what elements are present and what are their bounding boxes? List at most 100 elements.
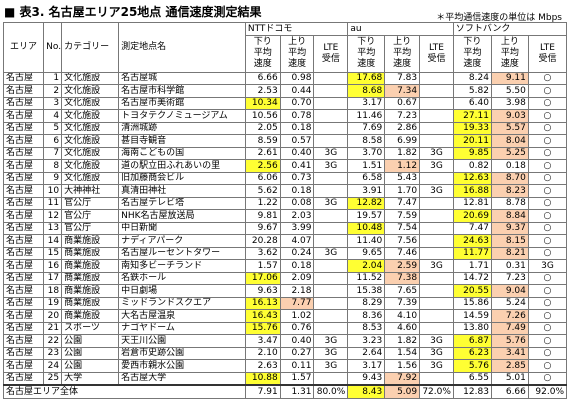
cell: 1.57 bbox=[279, 371, 315, 386]
cell bbox=[419, 371, 454, 386]
cell: 4.60 bbox=[384, 321, 421, 335]
cell bbox=[313, 234, 349, 248]
cell: 16.43 bbox=[244, 309, 281, 323]
cell: 名古屋 bbox=[2, 221, 45, 235]
cell: 3G bbox=[419, 359, 454, 373]
cell: ○ bbox=[527, 196, 568, 210]
cell: 名鉄ホール bbox=[118, 271, 246, 285]
cell: 3.99 bbox=[279, 221, 315, 235]
cell: 17.06 bbox=[244, 271, 281, 285]
cell bbox=[313, 309, 349, 323]
cell: 名古屋 bbox=[2, 271, 45, 285]
cell: ミッドランドスクエア bbox=[118, 296, 246, 310]
cell: 8.78 bbox=[490, 196, 529, 210]
cell: 5.01 bbox=[490, 371, 529, 386]
cell: 名古屋 bbox=[2, 346, 45, 360]
cell: 商業施設 bbox=[61, 246, 120, 260]
cell: 7.56 bbox=[384, 234, 421, 248]
cell: 17 bbox=[43, 271, 63, 285]
cell: 名古屋 bbox=[2, 321, 45, 335]
cell bbox=[419, 71, 454, 85]
cell: 0.18 bbox=[279, 121, 315, 135]
cell: 文化施設 bbox=[61, 171, 120, 185]
cell: ナディアパーク bbox=[118, 234, 246, 248]
cell: ○ bbox=[527, 334, 568, 348]
sub-header-line: 速度 bbox=[288, 59, 307, 69]
cell: 9.11 bbox=[490, 71, 529, 85]
cell: 愛西市親水公園 bbox=[118, 359, 246, 373]
data-row: 名古屋 16 商業施設 南知多ビーチランド 1.57 0.18 2.04 2.59 3G 1.71… bbox=[2, 259, 568, 273]
cell: 6.99 bbox=[384, 134, 421, 148]
summary-cell: 80.0% bbox=[313, 384, 349, 399]
cell: 2.10 bbox=[244, 346, 281, 360]
data-row: 名古屋 8 文化施設 道の駅立田ふれあいの里 2.56 0.41 3G 1.51 1.12 3G 0… bbox=[2, 159, 568, 173]
cell: ○ bbox=[527, 346, 568, 360]
cell: 9 bbox=[43, 171, 63, 185]
cell: 5 bbox=[43, 121, 63, 135]
cell: 公園 bbox=[61, 346, 120, 360]
cell: ○ bbox=[527, 146, 568, 160]
cell bbox=[313, 171, 349, 185]
cell: 16.13 bbox=[244, 296, 281, 310]
cell: 14.72 bbox=[452, 271, 492, 285]
cell: 1.82 bbox=[384, 334, 421, 348]
cell: 2.05 bbox=[244, 121, 281, 135]
cell: 1.12 bbox=[384, 159, 421, 173]
header-cell: カテゴリー bbox=[61, 22, 120, 73]
data-row: 名古屋 21 スポーツ ナゴヤドーム 15.76 0.76 8.53 4.60 13.80 7.4… bbox=[2, 321, 568, 335]
title: ■ 表3. 名古屋エリア25地点 通信速度測定結果 bbox=[4, 5, 262, 19]
cell bbox=[419, 84, 454, 98]
sub-header: 上り 平均 速度 bbox=[279, 34, 315, 73]
cell: 7.23 bbox=[490, 271, 529, 285]
cell: ○ bbox=[527, 234, 568, 248]
cell: 5.76 bbox=[452, 359, 492, 373]
cell: 10.48 bbox=[347, 221, 386, 235]
cell: 2.04 bbox=[347, 259, 386, 273]
cell: 名古屋城 bbox=[118, 71, 246, 85]
cell: 20.11 bbox=[452, 134, 492, 148]
cell: 1.22 bbox=[244, 196, 281, 210]
sub-header: 上り 平均 速度 bbox=[490, 34, 529, 73]
cell: 3G bbox=[313, 334, 349, 348]
cell: 7.49 bbox=[490, 321, 529, 335]
cell: 12.82 bbox=[347, 196, 386, 210]
cell: 旧加藤商会ビル bbox=[118, 171, 246, 185]
cell: 2.18 bbox=[279, 284, 315, 298]
cell: 大神神社 bbox=[61, 184, 120, 198]
cell: 20 bbox=[43, 309, 63, 323]
cell: 8.23 bbox=[490, 184, 529, 198]
cell: 名古屋 bbox=[2, 84, 45, 98]
cell bbox=[313, 134, 349, 148]
sub-header-line: 速度 bbox=[393, 59, 412, 69]
cell: 名古屋市美術館 bbox=[118, 96, 246, 110]
cell: 15.38 bbox=[347, 284, 386, 298]
cell: 名古屋 bbox=[2, 334, 45, 348]
cell: 3G bbox=[419, 259, 454, 273]
header-row: 下り 平均 速度 上り 平均 速度 LTE 受信 下り 平均 速度 上り 平均 速度 LTE 受信 下り 平均 速度… bbox=[4, 34, 568, 73]
cell: 0.44 bbox=[279, 84, 315, 98]
cell: 9.37 bbox=[490, 221, 529, 235]
data-row: 名古屋 11 官公庁 名古屋テレビ塔 1.22 0.08 3G 12.82 7.47 12.81 8… bbox=[2, 196, 568, 210]
cell bbox=[419, 171, 454, 185]
cell bbox=[419, 271, 454, 285]
cell: 10.88 bbox=[244, 371, 281, 386]
data-row: 名古屋 1 文化施設 名古屋城 6.66 0.98 17.68 7.83 8.24 9.11 ○ bbox=[2, 71, 568, 85]
cell bbox=[419, 196, 454, 210]
data-row: 名古屋 13 官公庁 中日新聞 9.67 3.99 10.48 7.54 7.47 9.37 ○ bbox=[2, 221, 568, 235]
cell: 5.76 bbox=[490, 334, 529, 348]
cell: 3G bbox=[419, 146, 454, 160]
cell: 名古屋ルーセントタワー bbox=[118, 246, 246, 260]
sub-header: 下り 平均 速度 bbox=[244, 34, 281, 73]
cell: 0.98 bbox=[279, 71, 315, 85]
cell: 名古屋 bbox=[2, 209, 45, 223]
cell: 文化施設 bbox=[61, 159, 120, 173]
summary-cell: 8.43 bbox=[347, 384, 386, 399]
cell: ○ bbox=[527, 209, 568, 223]
sub-header-line: 上り bbox=[500, 37, 519, 47]
sub-header: LTE 受信 bbox=[313, 34, 349, 73]
cell bbox=[313, 209, 349, 223]
cell: 7.92 bbox=[384, 371, 421, 386]
cell: 8.29 bbox=[347, 296, 386, 310]
cell: 3.41 bbox=[490, 346, 529, 360]
cell: 商業施設 bbox=[61, 296, 120, 310]
